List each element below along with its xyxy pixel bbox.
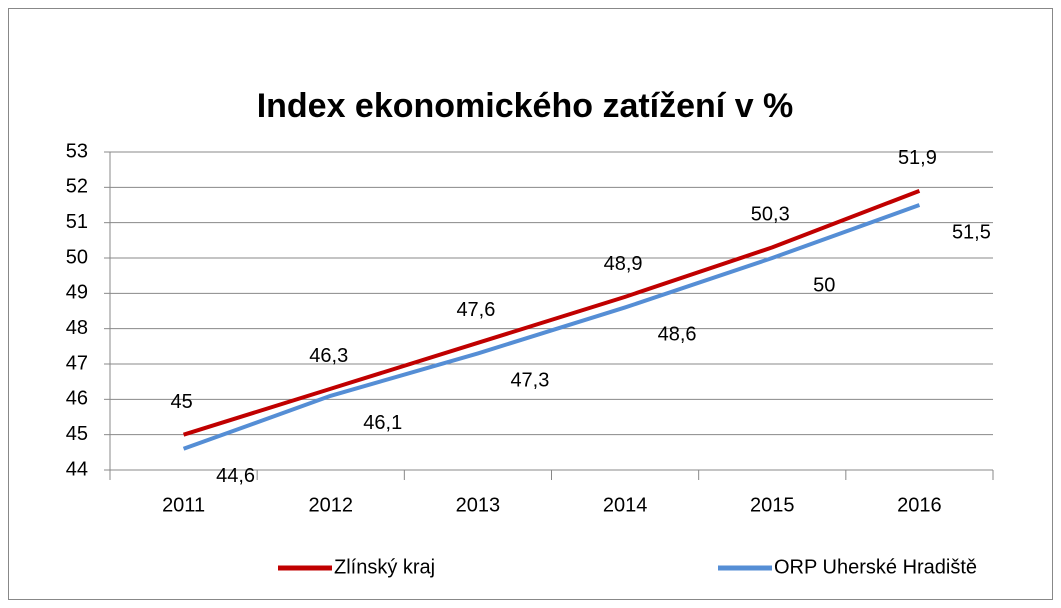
y-tick-label: 53: [66, 140, 88, 162]
x-tick-label: 2015: [750, 494, 795, 516]
data-label: 50: [813, 274, 835, 296]
series-line: [182, 188, 921, 437]
y-tick-label: 44: [66, 458, 88, 480]
legend-label: Zlínský kraj: [334, 556, 435, 578]
x-tick-label: 2013: [456, 494, 501, 516]
y-tick-label: 46: [66, 388, 88, 410]
x-tick-label: 2014: [603, 494, 648, 516]
data-label: 45: [170, 391, 192, 413]
y-tick-label: 49: [66, 282, 88, 304]
data-label: 48,9: [604, 253, 643, 275]
data-label: 46,3: [309, 345, 348, 367]
chart-border: [8, 8, 1053, 600]
data-label: 51,9: [898, 147, 937, 169]
series-line: [182, 203, 921, 451]
data-label: 46,1: [363, 412, 402, 434]
x-tick-label: 2016: [897, 494, 942, 516]
x-tick-label: 2011: [162, 494, 205, 516]
data-label: 47,6: [456, 299, 495, 321]
y-tick-label: 52: [66, 176, 88, 198]
y-tick-label: 51: [66, 211, 88, 233]
x-tick-label: 2012: [309, 494, 354, 516]
data-label: 50,3: [751, 204, 790, 226]
chart-title: Index ekonomického zatížení v %: [257, 87, 794, 125]
data-label: 48,6: [658, 324, 697, 346]
y-tick-label: 50: [66, 246, 88, 268]
y-tick-label: 48: [66, 317, 88, 339]
data-label: 47,3: [510, 370, 549, 392]
data-label: 44,6: [216, 465, 255, 487]
data-label: 51,5: [952, 221, 991, 243]
y-tick-label: 45: [66, 423, 88, 445]
y-tick-label: 47: [66, 352, 88, 374]
legend-label: ORP Uherské Hradiště: [774, 556, 977, 578]
